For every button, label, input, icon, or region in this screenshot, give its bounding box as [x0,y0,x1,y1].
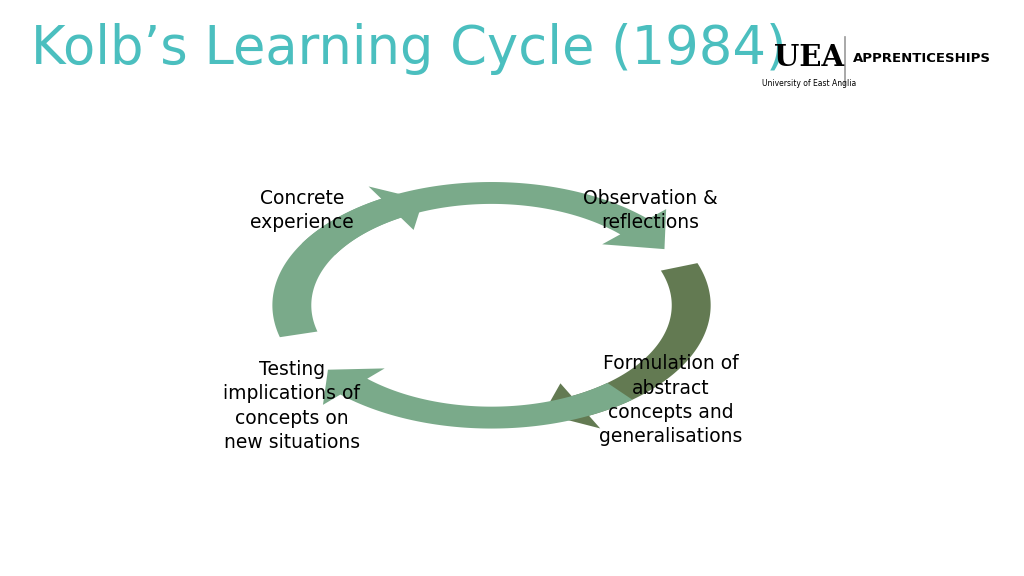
Text: Testing
implications of
concepts on
new situations: Testing implications of concepts on new … [223,360,360,452]
Polygon shape [543,263,711,429]
Text: APPRENTICESHIPS: APPRENTICESHIPS [853,52,990,65]
Text: UEA: UEA [774,43,844,72]
Text: Observation &
reflections: Observation & reflections [583,188,718,232]
Polygon shape [272,187,423,337]
Text: University of East Anglia: University of East Anglia [762,79,856,89]
Text: Formulation of
abstract
concepts and
generalisations: Formulation of abstract concepts and gen… [599,354,742,446]
Polygon shape [323,369,633,429]
Text: Kolb’s Learning Cycle (1984): Kolb’s Learning Cycle (1984) [31,23,786,75]
Polygon shape [302,182,667,255]
Text: Concrete
experience: Concrete experience [250,188,354,232]
